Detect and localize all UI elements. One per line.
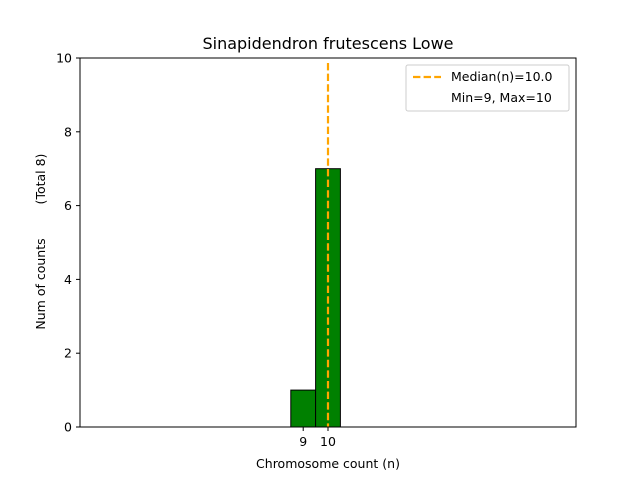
x-tick-label-10: 10 [320,434,336,449]
y-tick-label-0: 0 [64,420,72,435]
y-tick-label-10: 10 [56,51,72,66]
legend-median-label: Median(n)=10.0 [451,69,552,84]
legend-minmax-label: Min=9, Max=10 [451,90,552,105]
y-axis-ticks: 0 2 4 6 8 10 [56,51,80,435]
x-axis-ticks: 9 10 [299,427,336,449]
y-tick-label-4: 4 [64,272,72,287]
legend-box [405,64,570,112]
y-axis-label: Num of counts [33,238,48,329]
legend: Median(n)=10.0 Min=9, Max=10 [405,64,570,112]
y-axis-total-label: (Total 8) [33,154,48,205]
x-axis-label: Chromosome count (n) [256,456,400,471]
y-tick-label-6: 6 [64,198,72,213]
bar-9 [290,389,317,428]
x-tick-label-9: 9 [299,434,307,449]
chart-title: Sinapidendron frutescens Lowe [202,34,453,53]
y-tick-label-2: 2 [64,346,72,361]
y-tick-label-8: 8 [64,124,72,139]
